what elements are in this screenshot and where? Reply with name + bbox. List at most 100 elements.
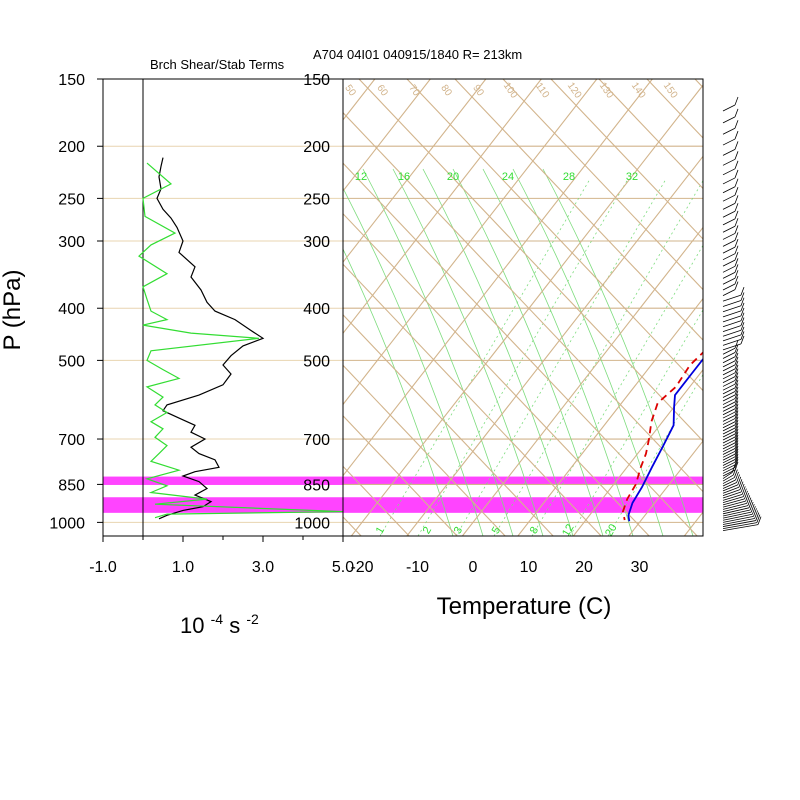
wind-barb [722,334,742,342]
right-y-tick-label: 300 [303,234,330,251]
wind-barb-feather [734,187,739,196]
wind-barb-feather [734,410,739,419]
wind-barb-feather [734,151,739,160]
dry-adiabat-label: 140 [629,81,648,101]
moist-adiabat-line [343,248,454,536]
left-x-tick-label: -1.0 [89,559,117,576]
wind-barb [722,259,736,267]
dry-adiabat-line [743,79,800,536]
wind-barb-feather [734,469,738,478]
right-y-tick-labels: 150 200 250 300 400 500 700 850 1000 [294,72,330,532]
isotherm-line [0,79,319,536]
wind-barb-feather [748,499,753,508]
mixing-ratio-bottom-label: 8 [528,525,541,536]
dry-adiabat-line [406,79,703,392]
wind-barb [722,364,736,372]
wind-barb [722,474,734,482]
isotherm-line [343,79,487,264]
wind-barb-feather [734,416,739,426]
left-x-tick-label: 1.0 [172,559,194,576]
wind-barb-feather [734,386,739,396]
wind-barb-feather [734,425,739,435]
wind-barb-feather [734,195,739,204]
dry-adiabat-line [343,263,602,536]
wind-barb [722,265,736,273]
right-y-tick-label: 150 [303,72,330,89]
left-y-tick-label: 850 [58,477,85,494]
moist-adiabats [343,168,694,536]
right-highlight-band [343,476,703,485]
wind-barb [722,320,742,328]
wind-barb-feather [739,481,744,490]
wind-barb-feather [750,503,755,513]
dry-adiabat-line [343,364,506,536]
wind-barb-feather [754,510,758,519]
dry-adiabat-label: 70 [406,83,422,99]
left-y-tick-label: 1000 [49,515,85,532]
wind-barb [722,401,736,409]
wind-barb [722,467,736,474]
moist-adiabat-line [392,168,544,536]
wind-barb-feather [734,397,739,406]
right-chart-title: A704 04I01 040915/1840 R= 213km [313,47,522,62]
dry-adiabat-label: 100 [501,81,520,101]
wind-barb-feather [740,322,745,331]
wind-barb-feather [734,169,739,179]
wind-barb-feather [734,443,739,452]
wind-barb [722,218,736,226]
wind-barb [722,289,736,296]
moist-adiabat-line [482,168,634,536]
wind-barb [722,104,736,112]
wind-barb [722,225,736,233]
right-y-tick-label: 250 [303,191,330,208]
mixing-ratio-lines [379,178,703,536]
wind-barb-feather [734,364,739,373]
wind-barb [722,253,736,261]
wind-barb [722,294,742,302]
skewt-panel: 50 60 70 80 90 100 110 120 130 140 150 12 16 20 24 28 3… [0,47,800,620]
wind-barb [722,445,736,453]
dry-adiabat-line [791,79,800,536]
wind-barb-feather [734,360,739,370]
left-y-tick-label: 400 [58,301,85,318]
shear-stability-panel: 150 200 250 300 400 500 700 850 1000 -1.0 1.0 3.0 5… [0,57,354,638]
wind-barb [722,524,759,532]
right-y-tick-label: 1000 [294,515,330,532]
mixing-ratio-bottom-label: 2 [421,525,434,536]
moist-adiabat-line [362,168,514,536]
wind-barb-feather [736,474,740,483]
left-x-tick-label: 3.0 [252,559,274,576]
wind-barb [722,498,745,506]
right-x-tick-labels: -20 -10 0 10 20 30 [350,559,648,576]
isotherm-line [343,79,431,192]
mixing-ratio-top-label: 16 [398,171,410,183]
wind-barb-feather [734,451,739,460]
wind-barb-feather [734,239,739,248]
left-x-axis-label-unit: s [229,613,246,638]
isotherm-line [0,79,208,536]
isotherm-line [343,79,542,335]
isotherm-line [343,79,598,406]
dry-adiabat-line [343,111,703,493]
wind-barb [722,493,743,501]
left-chart-title: Brch Shear/Stab Terms [150,57,285,72]
dry-adiabat-line [598,79,703,190]
moist-adiabat-line [542,168,694,536]
wind-barb-feather [734,454,739,463]
wind-barb [722,486,740,494]
wind-barb-feather [734,130,739,140]
temperature-line [627,357,703,522]
wind-barb [722,505,748,513]
dry-adiabat-line [343,212,650,536]
mixing-ratio-bottom-label: 5 [490,525,503,536]
wind-barb-feather [734,419,739,429]
wind-barb-feather [740,312,745,321]
mixing-ratio-bottom-label: 20 [603,522,620,539]
wind-barb-feather [740,483,745,493]
wind-barb-feather [747,497,752,506]
wind-barb-feather [740,302,745,311]
dry-adiabat-line [358,79,703,442]
moist-adiabat-line [343,187,484,536]
wind-barb [722,442,736,450]
wind-barb-feather [741,486,746,495]
